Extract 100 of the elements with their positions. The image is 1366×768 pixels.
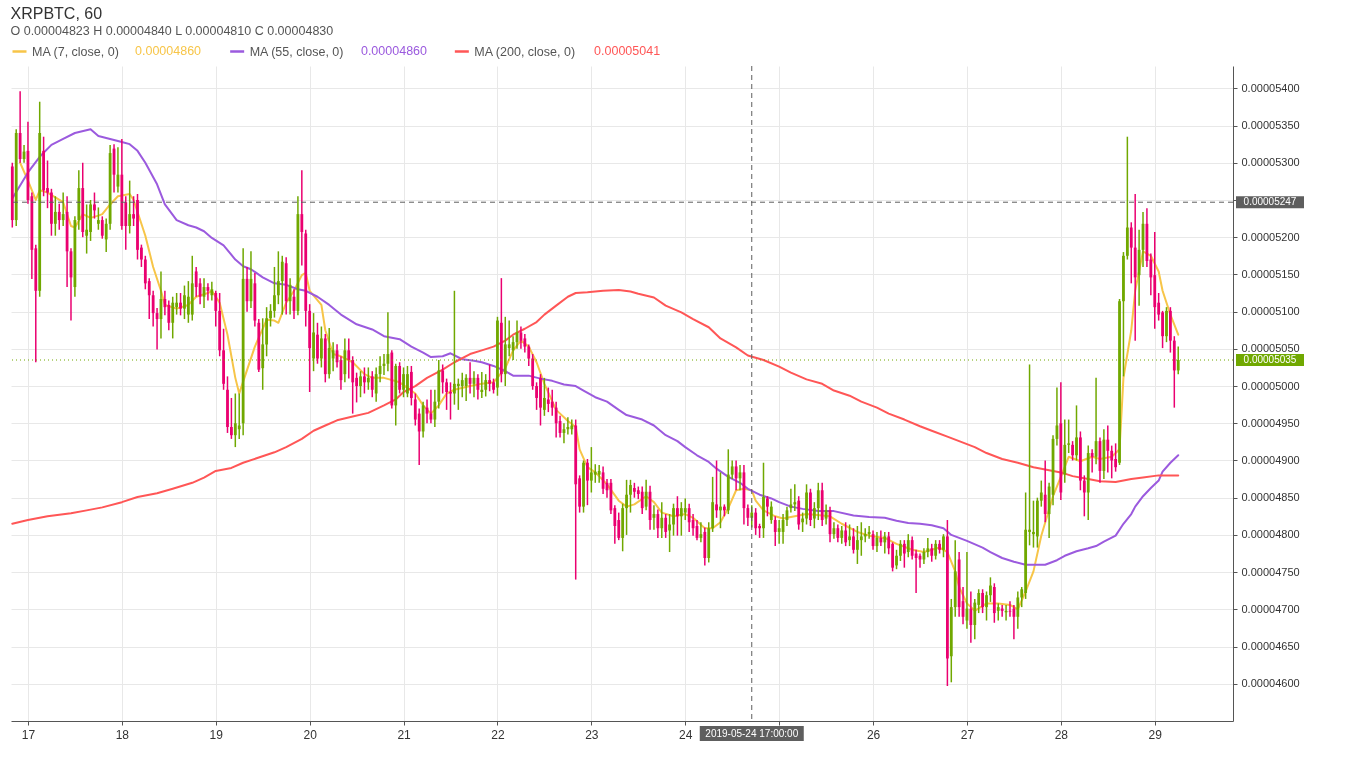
candlestick bbox=[644, 479, 648, 512]
candlestick bbox=[406, 365, 409, 398]
candlestick bbox=[593, 463, 597, 484]
x-tick-label: 19 bbox=[209, 727, 224, 742]
candlestick bbox=[1165, 306, 1168, 343]
candlestick bbox=[269, 303, 272, 328]
candlestick bbox=[50, 188, 53, 237]
candlestick bbox=[316, 322, 319, 365]
candlestick bbox=[812, 501, 816, 529]
x-tick-label: 28 bbox=[1054, 727, 1069, 742]
candlestick bbox=[632, 482, 636, 499]
candlestick bbox=[676, 495, 679, 537]
candlestick bbox=[409, 365, 413, 407]
candlestick bbox=[1039, 479, 1043, 508]
candlestick bbox=[1032, 499, 1035, 549]
x-tick-label: 20 bbox=[303, 727, 318, 742]
candlestick bbox=[816, 482, 820, 521]
candlestick bbox=[363, 366, 366, 395]
legend-label: MA (7, close, 0) bbox=[32, 44, 119, 59]
candlestick bbox=[938, 539, 941, 555]
candlestick bbox=[1090, 448, 1094, 474]
candlestick bbox=[879, 529, 883, 547]
candlestick bbox=[766, 495, 769, 518]
candlestick bbox=[402, 366, 405, 398]
candlestick bbox=[370, 370, 374, 398]
y-tick-label: 0.00004750 bbox=[1241, 565, 1300, 578]
candlestick bbox=[895, 549, 898, 570]
candlestick bbox=[902, 539, 906, 569]
y-tick-label: 0.00005000 bbox=[1241, 379, 1300, 392]
candlestick bbox=[942, 533, 945, 558]
candlestick bbox=[805, 483, 808, 526]
candlestick bbox=[586, 458, 589, 506]
candlestick bbox=[398, 361, 402, 395]
candlestick bbox=[848, 523, 851, 547]
y-tick-label: 0.00005350 bbox=[1241, 119, 1300, 132]
x-tick-label: 22 bbox=[491, 727, 505, 742]
candlestick bbox=[480, 371, 484, 399]
candlestick bbox=[230, 397, 233, 440]
candlestick bbox=[687, 502, 691, 533]
candlestick bbox=[1114, 442, 1118, 473]
candlestick bbox=[1075, 404, 1078, 462]
y-tick-label: 0.00005200 bbox=[1241, 230, 1300, 243]
ref-line-label: 2019-05-24 17:00:00 bbox=[705, 727, 799, 739]
text: 0.00004860 bbox=[135, 44, 202, 58]
candlestick bbox=[629, 479, 632, 514]
candlestick bbox=[222, 327, 225, 391]
candlestick bbox=[1169, 306, 1172, 354]
candlestick bbox=[280, 255, 284, 316]
candlestick bbox=[210, 281, 214, 302]
candlestick bbox=[852, 527, 855, 555]
y-tick-label: 0.00005300 bbox=[1241, 156, 1300, 169]
candlestick bbox=[679, 501, 683, 537]
y-tick-label: 0.00004700 bbox=[1241, 602, 1300, 615]
candlestick bbox=[589, 446, 593, 494]
x-tick-label: 21 bbox=[397, 727, 412, 742]
candlestick bbox=[664, 513, 668, 539]
y-tick-label: 0.00004650 bbox=[1241, 640, 1300, 653]
candlestick bbox=[488, 363, 492, 393]
text: 0.00005041 bbox=[594, 44, 661, 58]
candlestick bbox=[777, 519, 781, 545]
candlestick bbox=[1043, 459, 1047, 524]
candlestick bbox=[660, 501, 664, 539]
candlestick bbox=[233, 392, 237, 448]
candlestick bbox=[53, 195, 57, 237]
candlestick bbox=[863, 527, 867, 544]
candlestick bbox=[801, 511, 805, 533]
x-tick-label: 17 bbox=[21, 727, 36, 742]
candlestick bbox=[856, 525, 859, 565]
candlestick bbox=[366, 366, 370, 391]
candlestick bbox=[981, 588, 984, 614]
candlestick bbox=[543, 377, 546, 417]
candlestick bbox=[844, 521, 848, 547]
candlestick bbox=[793, 483, 797, 512]
candlestick bbox=[1106, 424, 1110, 474]
candlestick bbox=[773, 515, 777, 547]
ref-line-label: 0.00005247 bbox=[1243, 196, 1297, 208]
candlestick bbox=[179, 292, 182, 317]
candlestick bbox=[859, 521, 863, 557]
line-series bbox=[11, 289, 1180, 525]
candlestick bbox=[276, 250, 280, 305]
candlestick bbox=[985, 590, 988, 622]
x-tick-label: 23 bbox=[585, 727, 599, 742]
candlestick bbox=[96, 206, 100, 231]
candlestick bbox=[100, 215, 104, 240]
candlestick bbox=[1016, 590, 1020, 630]
legend-label: MA (200, close, 0) bbox=[474, 44, 576, 59]
x-tick-label: 29 bbox=[1148, 727, 1163, 742]
candlestick bbox=[226, 375, 229, 434]
candlestick bbox=[1071, 440, 1074, 462]
candlestick bbox=[934, 539, 938, 561]
candlestick bbox=[492, 377, 495, 395]
candlestick bbox=[762, 461, 765, 539]
legend-label: MA (55, close, 0) bbox=[249, 44, 344, 59]
chart-subtitle: O 0.00004823 H 0.00004840 L 0.00004810 C 0.00004830 bbox=[10, 23, 334, 38]
line-series bbox=[11, 128, 1180, 566]
x-tick-label: 24 bbox=[679, 727, 693, 742]
candlestick bbox=[719, 471, 722, 529]
candlestick bbox=[61, 191, 65, 227]
chart-title: XRPBTC, 60 bbox=[10, 4, 103, 22]
ref-line-label: 0.00005035 bbox=[1243, 354, 1297, 366]
